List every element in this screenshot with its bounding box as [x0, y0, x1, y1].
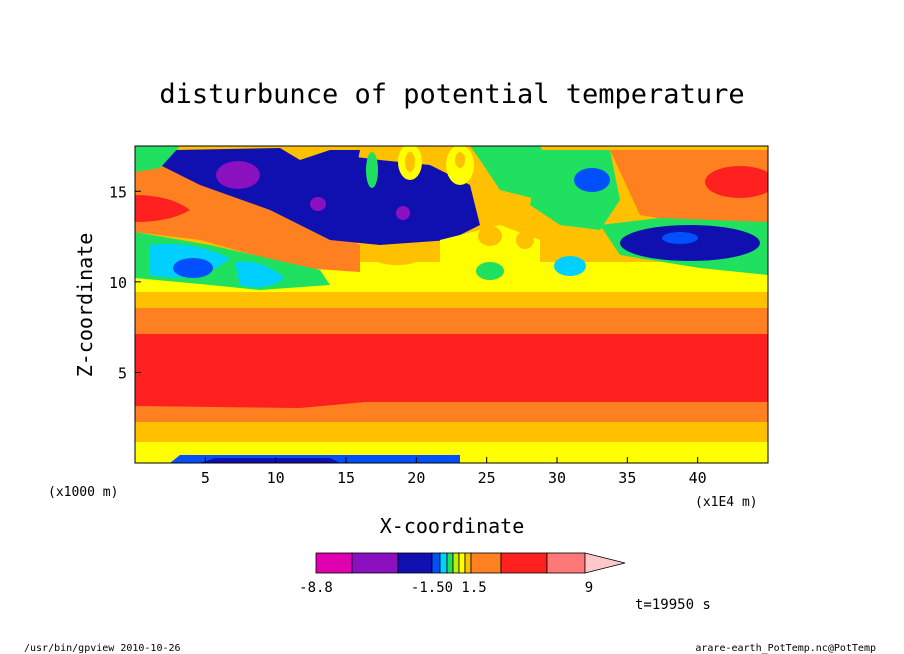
y-axis: 5 10 15 — [109, 183, 141, 382]
colorbar-label-max: 9 — [585, 580, 593, 596]
x-unit-left: (x1000 m) — [48, 485, 118, 500]
y-axis-label: Z-coordinate — [73, 233, 97, 378]
colorbar-segment — [500, 552, 548, 574]
colorbar-label-pos: 1.5 — [461, 580, 486, 596]
colorbar-segment — [446, 552, 454, 574]
x-axis-label: X-coordinate — [380, 514, 525, 538]
colorbar-segment — [315, 552, 353, 574]
footer-left: /usr/bin/gpview 2010-10-26 — [24, 643, 181, 654]
colorbar-segment — [439, 552, 448, 574]
chart-title: disturbunce of potential temperature — [159, 79, 744, 110]
colorbar-segment — [452, 552, 460, 574]
colorbar-segment — [464, 552, 472, 574]
colorbar-segment — [458, 552, 466, 574]
footer-right: arare-earth_PotTemp.nc@PotTemp — [695, 643, 876, 654]
x-tick-label: 35 — [618, 469, 636, 487]
colorbar-segment — [470, 552, 502, 574]
heatmap-field — [135, 146, 768, 463]
colorbar-segment — [351, 552, 399, 574]
y-tick-label: 10 — [109, 274, 127, 292]
colorbar — [315, 552, 626, 574]
x-unit-right: (x1E4 m) — [695, 495, 758, 510]
colorbar-label-min: -8.8 — [299, 580, 333, 596]
x-tick-label: 30 — [548, 469, 566, 487]
colorbar-segment — [397, 552, 433, 574]
x-tick-label: 40 — [689, 469, 707, 487]
x-tick-label: 15 — [337, 469, 355, 487]
x-tick-label: 25 — [478, 469, 496, 487]
x-axis: 5 10 15 20 25 30 35 40 — [201, 457, 707, 487]
y-tick-label: 15 — [109, 183, 127, 201]
x-tick-label: 20 — [407, 469, 425, 487]
plot-frame — [134, 145, 769, 464]
colorbar-arrow — [584, 552, 626, 574]
colorbar-label-neg: -1.50 — [411, 580, 453, 596]
time-label: t=19950 s — [635, 597, 711, 613]
colorbar-segment — [431, 552, 441, 574]
colorbar-segment — [546, 552, 586, 574]
x-tick-label: 5 — [201, 469, 210, 487]
y-tick-label: 5 — [118, 364, 127, 382]
x-tick-label: 10 — [267, 469, 285, 487]
